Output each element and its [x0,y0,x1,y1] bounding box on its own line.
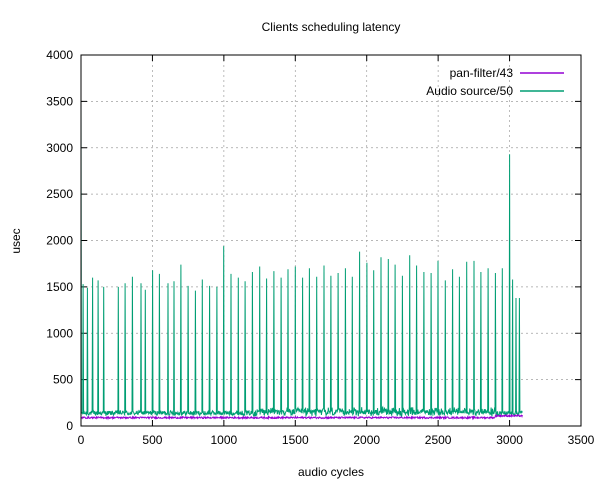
y-tick-label: 2500 [46,187,73,201]
x-axis-label: audio cycles [298,465,364,479]
y-axis-label: usec [9,228,23,253]
plot-frame [80,54,582,427]
y-tick-label: 2000 [46,234,73,248]
axis-ticks: 0 500 1000 1500 2000 2500 3000 3500 0 500 1000 1500… [46,48,594,447]
x-tick-label: 1000 [211,433,238,447]
chart-title: Clients scheduling latency [262,20,401,34]
legend-label-pan-filter: pan-filter/43 [450,66,514,80]
y-tick-label: 3000 [46,141,73,155]
series-line-audio-source [80,96,523,417]
y-tick-label: 1000 [46,326,73,340]
x-tick-label: 2500 [425,433,452,447]
x-tick-label: 0 [78,433,85,447]
x-tick-label: 500 [142,433,162,447]
y-tick-label: 1500 [46,280,73,294]
x-tick-label: 3000 [496,433,523,447]
x-tick-label: 1500 [282,433,309,447]
y-tick-label: 0 [66,419,73,433]
x-tick-label: 3500 [568,433,595,447]
legend: pan-filter/43 Audio source/50 [426,66,564,98]
y-tick-label: 500 [53,373,73,387]
x-tick-label: 2000 [353,433,380,447]
series-line-pan-filter [80,413,523,421]
legend-label-audio-source: Audio source/50 [426,84,513,98]
y-tick-label: 3500 [46,94,73,108]
y-tick-label: 4000 [46,48,73,62]
series-lines [80,96,523,421]
